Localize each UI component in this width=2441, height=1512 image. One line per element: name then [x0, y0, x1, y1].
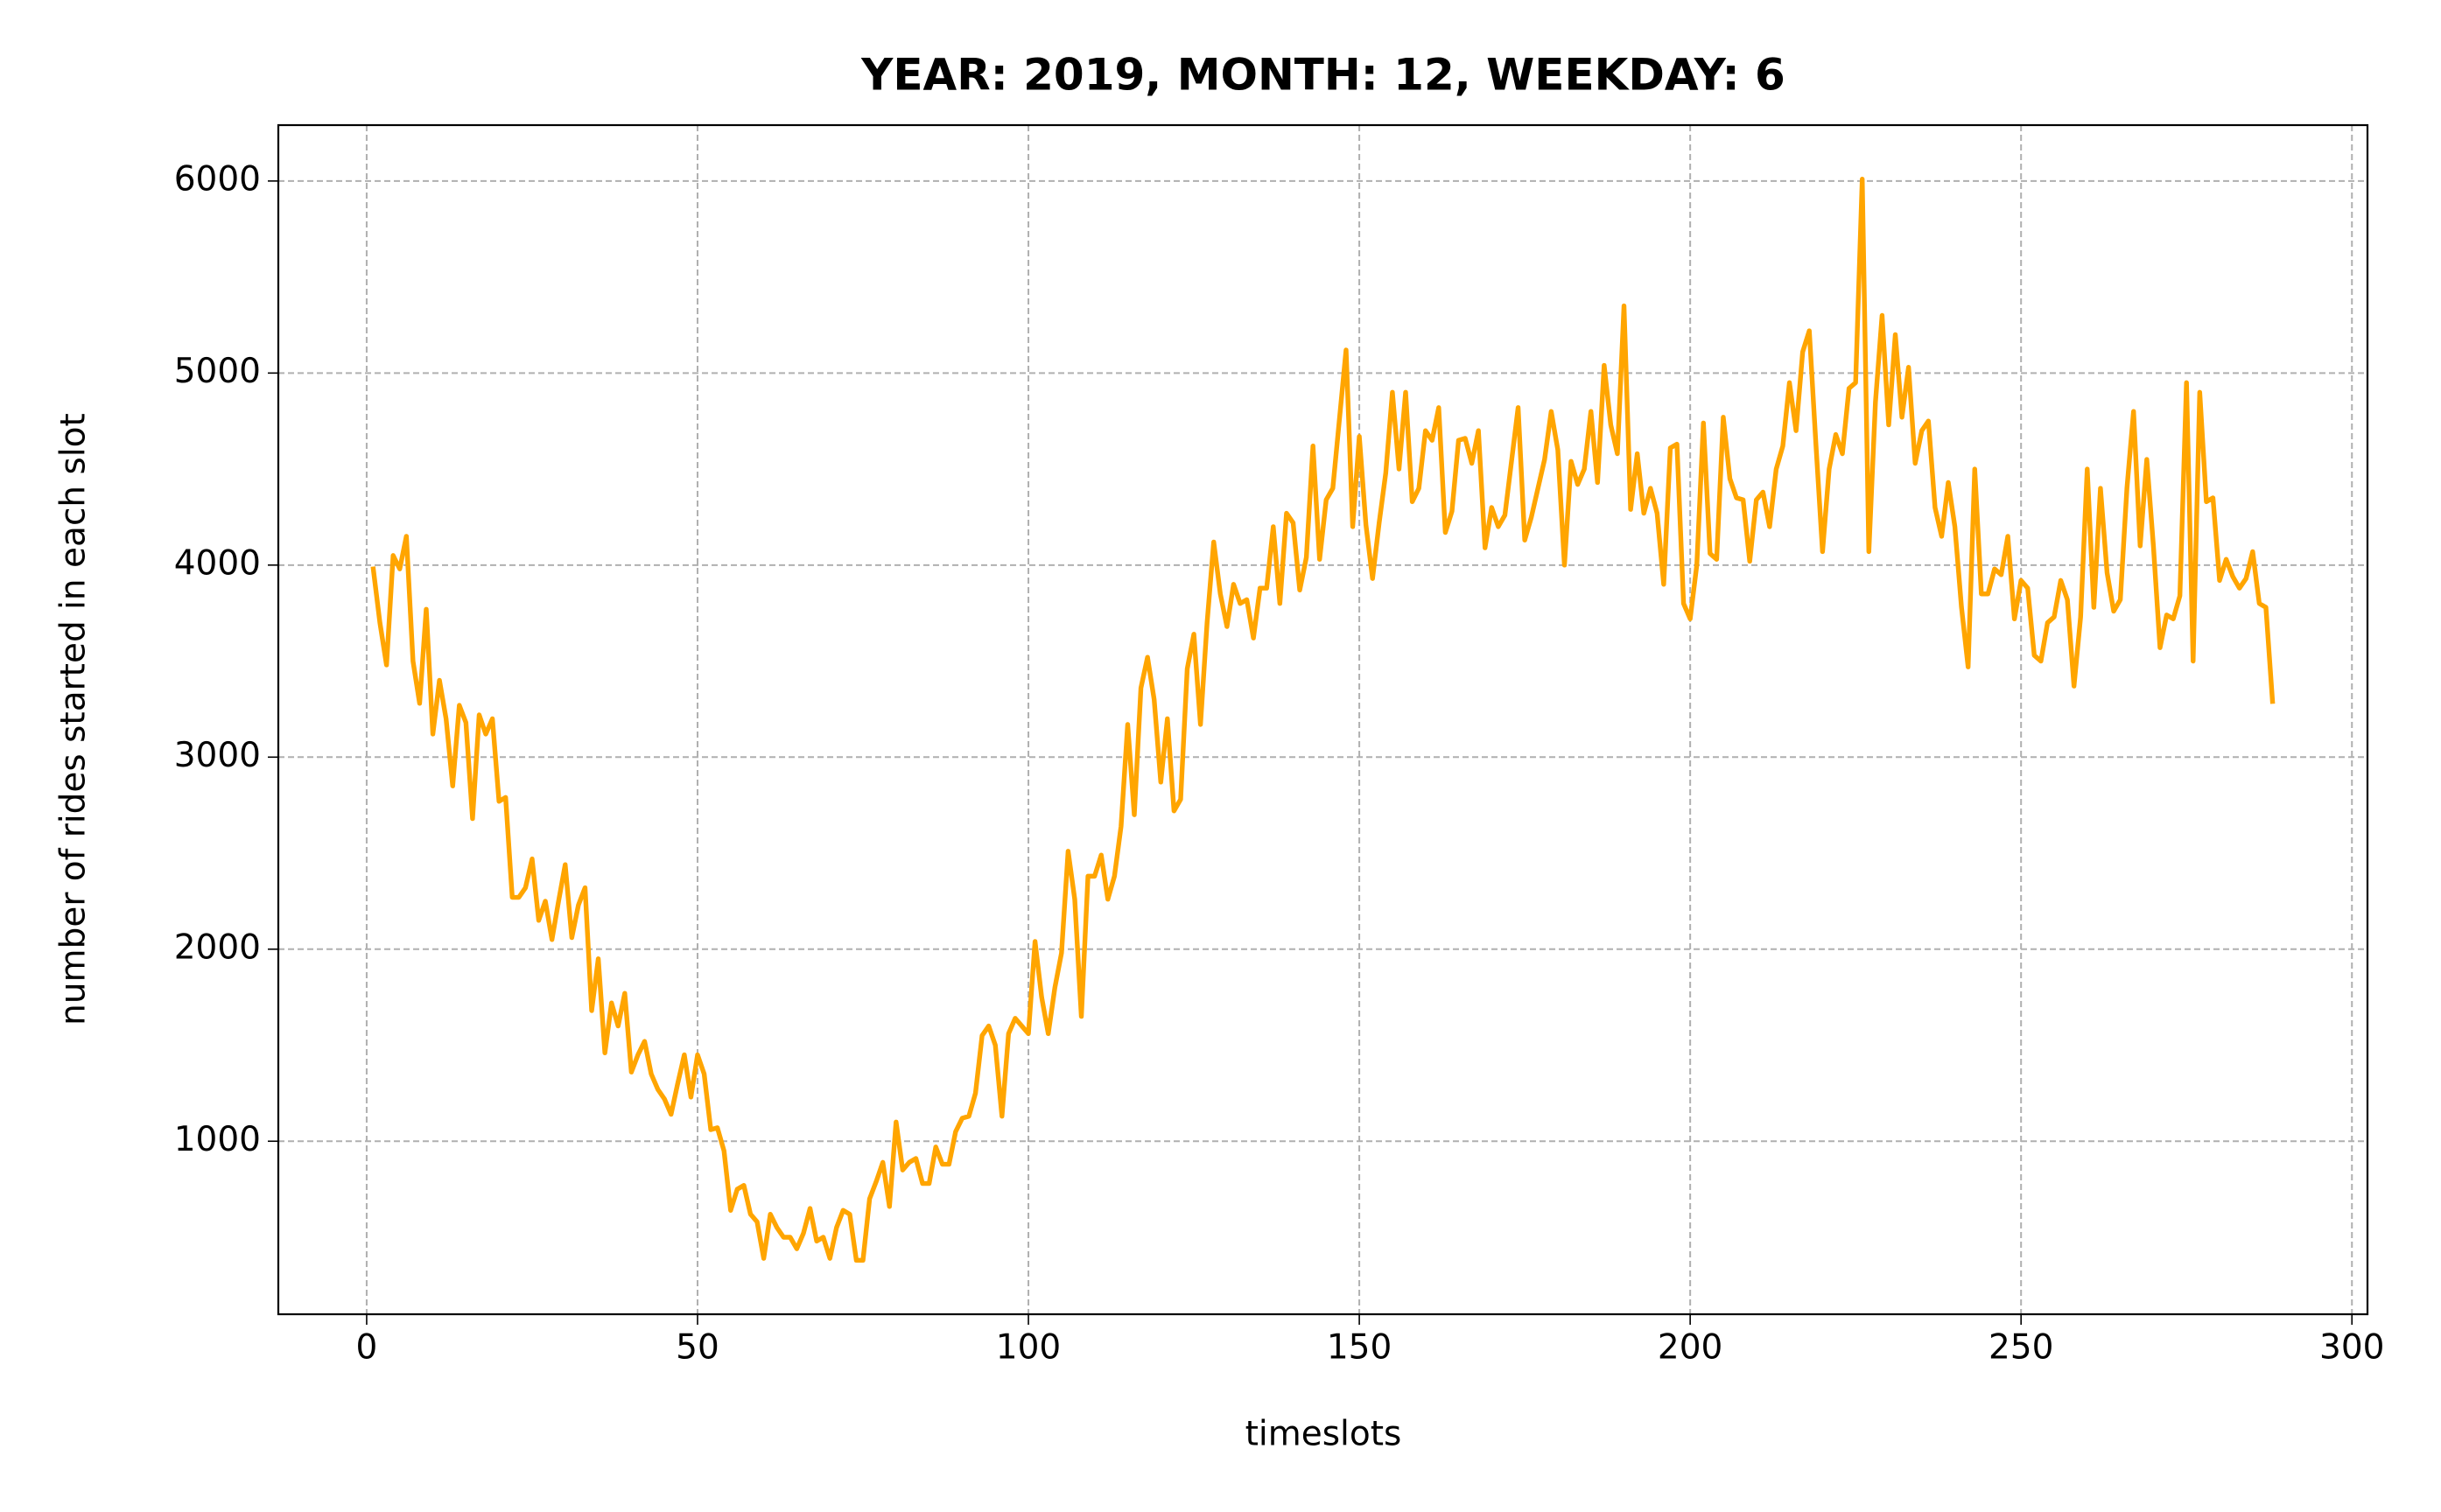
y-tick-label: 2000 — [174, 928, 261, 967]
x-tick-label: 0 — [356, 1328, 378, 1368]
y-axis-label: number of rides started in each slot — [54, 413, 94, 1026]
y-tick-label: 6000 — [174, 159, 261, 199]
x-tick-label: 250 — [1989, 1328, 2053, 1368]
x-tick-label: 200 — [1658, 1328, 1722, 1368]
y-tick-label: 5000 — [174, 352, 261, 391]
y-tick-label: 4000 — [174, 543, 261, 583]
plot-frame — [277, 123, 2369, 1316]
y-tick-label: 3000 — [174, 736, 261, 775]
y-tick-label: 1000 — [174, 1120, 261, 1159]
x-tick-label: 100 — [996, 1328, 1061, 1368]
x-axis-label: timeslots — [1245, 1415, 1402, 1454]
x-tick-label: 150 — [1327, 1328, 1392, 1368]
chart-title: YEAR: 2019, MONTH: 12, WEEKDAY: 6 — [860, 50, 1785, 101]
x-tick-label: 50 — [676, 1328, 719, 1368]
x-tick-label: 300 — [2319, 1328, 2384, 1368]
data-line — [370, 176, 2276, 1264]
